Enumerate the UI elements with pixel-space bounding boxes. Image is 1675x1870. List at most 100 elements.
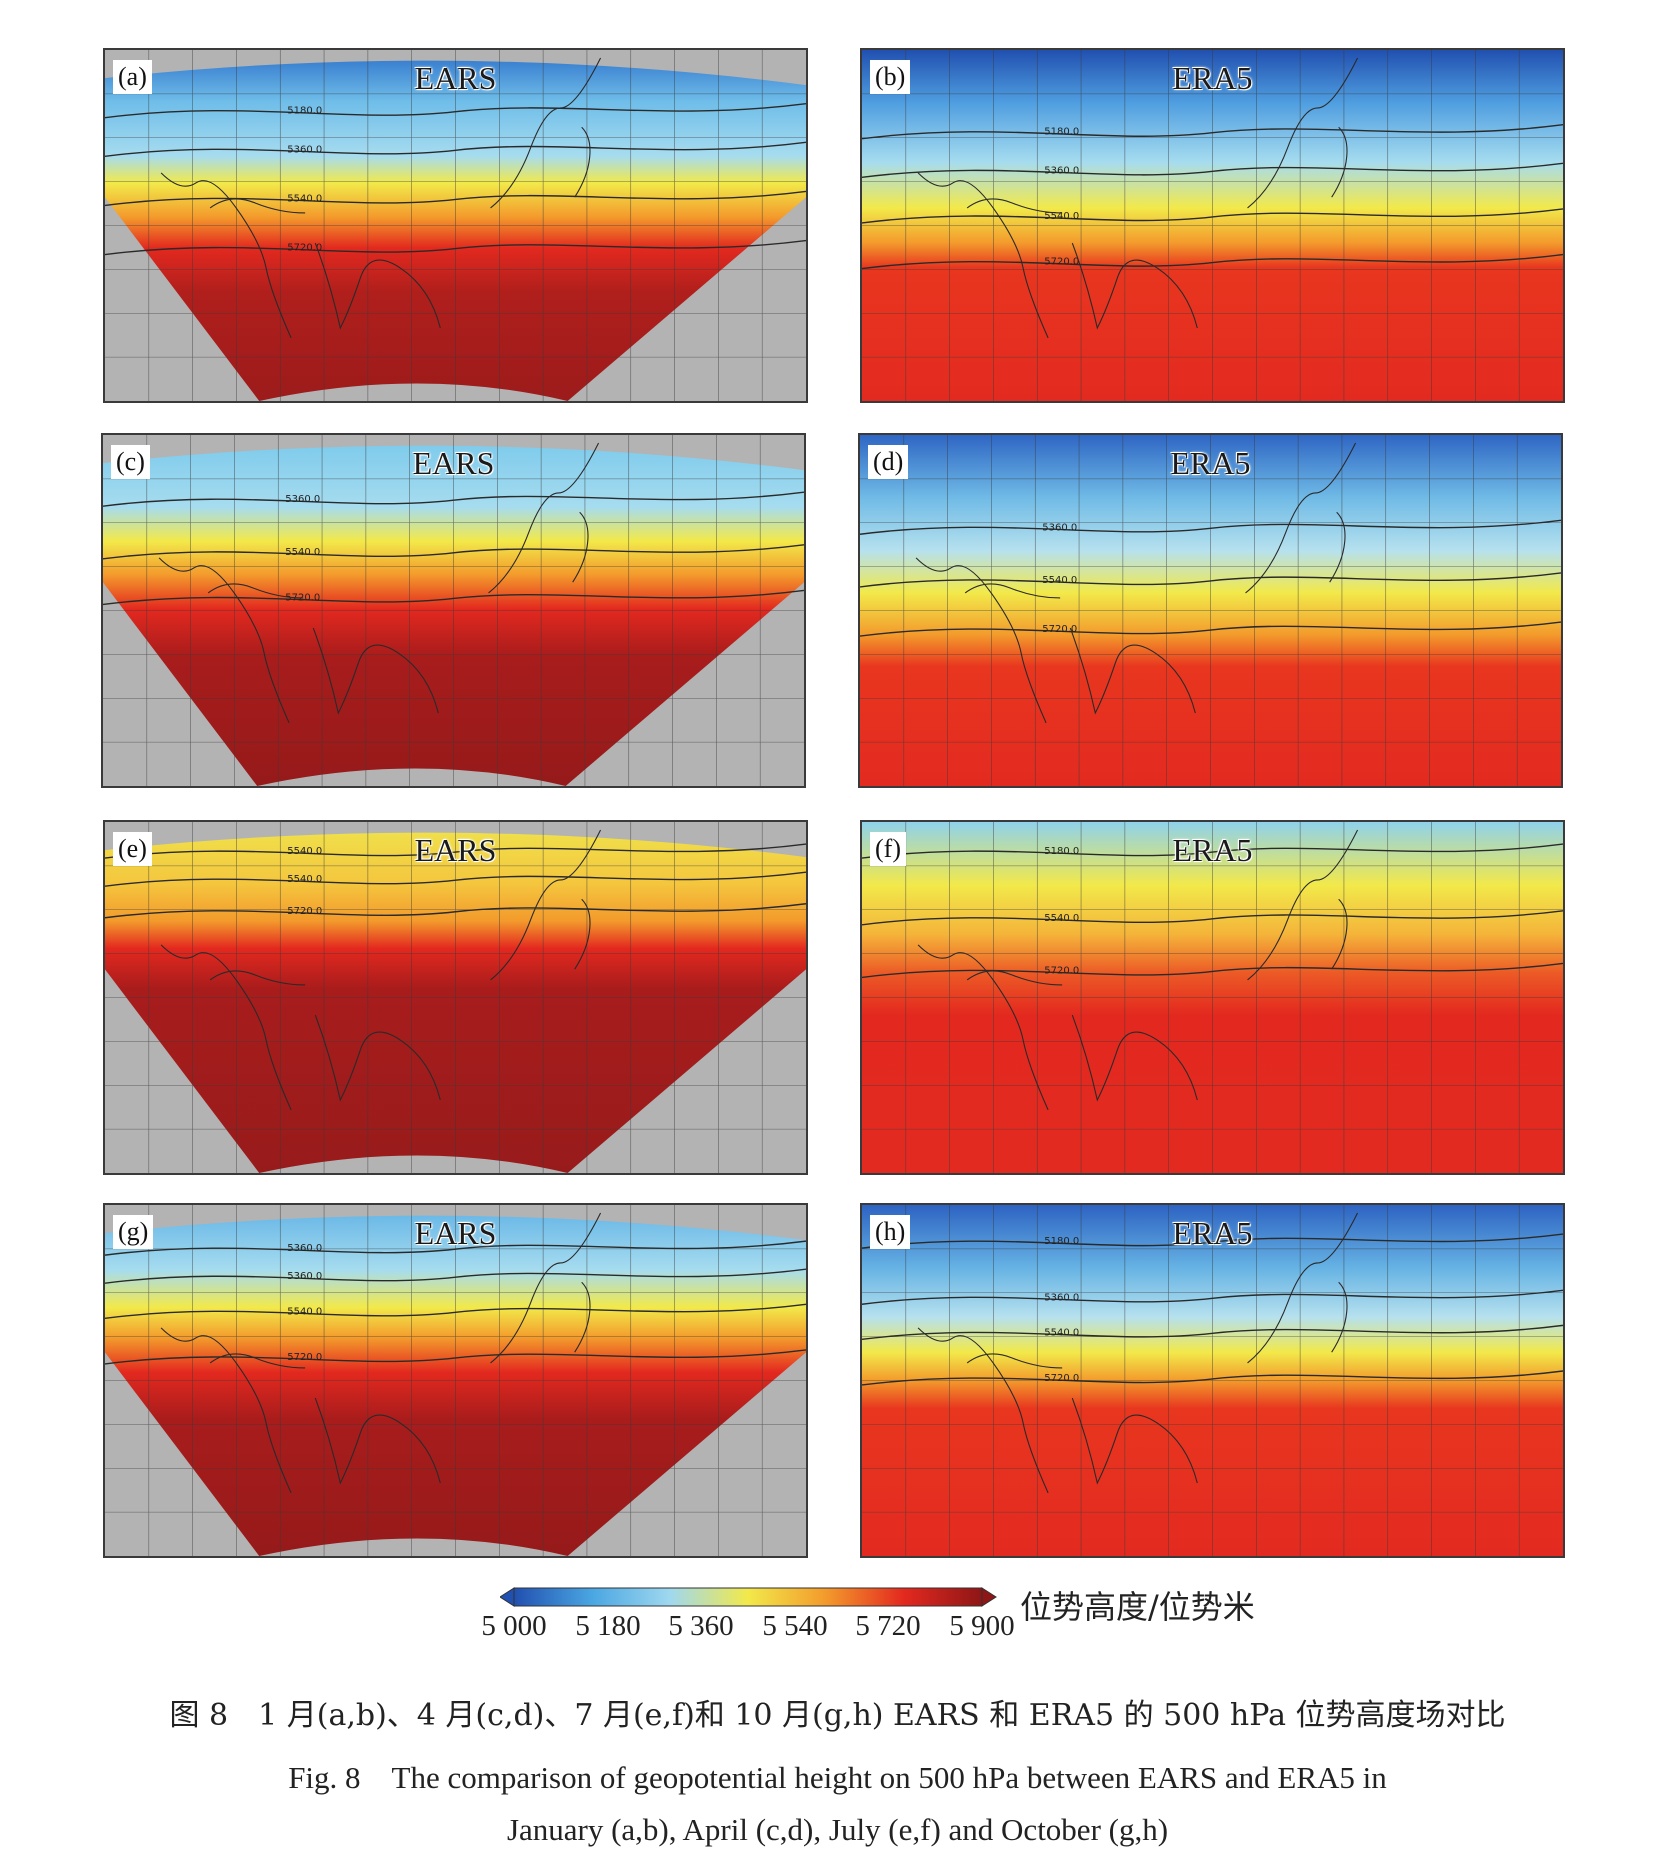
- graticule: [862, 50, 1563, 401]
- panel-label: (f): [870, 832, 906, 866]
- coastline: [160, 57, 602, 339]
- colorbar-tick: 5 900: [949, 1610, 1015, 1642]
- contour-label: 5720.0: [1044, 257, 1079, 268]
- contour-line: [103, 544, 804, 560]
- contour-label: 5360.0: [1042, 522, 1077, 533]
- contour-line: [103, 491, 804, 507]
- colorbar-tick: 5 000: [481, 1610, 547, 1642]
- panel-title: EARS: [414, 60, 497, 96]
- panel-title: ERA5: [1172, 60, 1253, 96]
- colorbar-tick: 5 360: [668, 1610, 734, 1642]
- contour-line: [862, 1370, 1563, 1386]
- colorbar-tick: 5 720: [855, 1610, 921, 1642]
- graticule: [860, 435, 1561, 786]
- contour-line: [105, 1349, 806, 1365]
- panel-label: (c): [111, 445, 150, 479]
- contour-label: 5360.0: [1044, 1292, 1079, 1303]
- graticule: [862, 822, 1563, 1173]
- map-panel-a: 5180.0 5360.0 5540.0 5720.0 (a) EARS: [103, 48, 808, 403]
- contour-label: 5540.0: [1042, 575, 1077, 586]
- panel-title: EARS: [412, 445, 495, 481]
- contour-label: 5360.0: [1044, 165, 1079, 176]
- colorbar-tick: 5 540: [762, 1610, 828, 1642]
- contour-line: [862, 124, 1563, 140]
- map-canvas: 5180.0 5360.0 5540.0 5720.0: [862, 50, 1563, 401]
- caption-en-line1: Fig. 8 The comparison of geopotential he…: [288, 1760, 1387, 1795]
- contour-line: [862, 843, 1563, 859]
- graticule: [105, 822, 806, 1173]
- contour-label: 5360.0: [287, 1243, 322, 1254]
- map-panel-c: 5360.0 5540.0 5720.0 (c) EARS: [101, 433, 806, 788]
- panel-title: EARS: [414, 1215, 497, 1251]
- panel-label: (g): [113, 1215, 154, 1249]
- contour-line: [105, 1240, 806, 1256]
- contour-label: 5540.0: [287, 193, 322, 204]
- map-panel-e: 5540.0 5540.0 5720.0 (e) EARS: [103, 820, 808, 1175]
- contour-line: [105, 102, 806, 119]
- contour-label: 5540.0: [1044, 1327, 1079, 1338]
- panel-title: ERA5: [1172, 832, 1253, 868]
- contour-line: [860, 621, 1561, 637]
- contour-label: 5360.0: [287, 1271, 322, 1282]
- panel-label: (b): [870, 60, 911, 94]
- map-panel-d: 5360.0 5540.0 5720.0 (d) ERA5: [858, 433, 1563, 788]
- panel-label: (a): [113, 60, 152, 94]
- map-panel-h: 5180.0 5360.0 5540.0 5720.0 (h) ERA5: [860, 1203, 1565, 1558]
- map-canvas: 5180.0 5360.0 5540.0 5720.0: [862, 1205, 1563, 1556]
- contour-line: [105, 1303, 806, 1319]
- map-canvas: 5180.0 5540.0 5720.0: [862, 822, 1563, 1173]
- panel-label: (d): [868, 445, 909, 479]
- coastline: [160, 1212, 602, 1494]
- contour-label: 5720.0: [1042, 624, 1077, 635]
- panel-title: EARS: [414, 832, 497, 868]
- contour-label: 5720.0: [1044, 965, 1079, 976]
- contour-line: [862, 1233, 1563, 1249]
- contour-label: 5540.0: [1044, 913, 1079, 924]
- map-canvas: 5360.0 5540.0 5720.0: [860, 435, 1561, 786]
- contour-line: [860, 572, 1561, 588]
- coastline: [158, 442, 600, 724]
- caption-cn: 图 8 1 月(a,b)、4 月(c,d)、7 月(e,f)和 10 月(g,h…: [169, 1698, 1506, 1733]
- map-panel-b: 5180.0 5360.0 5540.0 5720.0 (b) ERA5: [860, 48, 1565, 403]
- contour-label: 5540.0: [287, 874, 322, 885]
- contour-label: 5180.0: [1044, 1236, 1079, 1247]
- graticule: [103, 435, 804, 786]
- contour-label: 5720.0: [287, 906, 322, 917]
- contour-line: [862, 910, 1563, 926]
- map-canvas: 5360.0 5360.0 5540.0 5720.0: [105, 1205, 806, 1556]
- colorbar-unit-label: 位势高度/位势米: [1020, 1588, 1255, 1626]
- colorbar-tick: 5 180: [575, 1610, 641, 1642]
- contour-line: [103, 589, 804, 606]
- contour-label: 5720.0: [287, 243, 322, 254]
- map-canvas: 5540.0 5540.0 5720.0: [105, 822, 806, 1173]
- panel-title: ERA5: [1172, 1215, 1253, 1251]
- contour-label: 5540.0: [287, 1306, 322, 1317]
- coastline: [917, 829, 1359, 1111]
- contour-label: 5540.0: [287, 846, 322, 857]
- coastline: [917, 57, 1359, 339]
- contour-label: 5360.0: [287, 144, 322, 155]
- contour-line: [105, 871, 806, 887]
- contour-line: [105, 239, 806, 256]
- colorbar-tick-labels: 5 000 5 180 5 360 5 540 5 720 5 900: [481, 1610, 1020, 1650]
- colorbar-gradient: [500, 1587, 997, 1607]
- contour-label: 5180.0: [287, 106, 322, 117]
- map-panel-f: 5180.0 5540.0 5720.0 (f) ERA5: [860, 820, 1565, 1175]
- contour-line: [862, 1324, 1563, 1341]
- contour-line: [862, 208, 1563, 224]
- graticule: [862, 1205, 1563, 1556]
- contour-label: 5540.0: [285, 547, 320, 558]
- contour-label: 5360.0: [285, 494, 320, 505]
- caption-en-line2: January (a,b), April (c,d), July (e,f) a…: [506, 1812, 1169, 1847]
- contour-label: 5180.0: [1044, 127, 1079, 138]
- contour-label: 5540.0: [1044, 211, 1079, 222]
- map-panel-g: 5360.0 5360.0 5540.0 5720.0 (g) EARS: [103, 1203, 808, 1558]
- contour-line: [862, 1289, 1563, 1305]
- contour-line: [105, 843, 806, 859]
- contour-line: [862, 253, 1563, 270]
- coastline: [917, 1212, 1359, 1494]
- contour-label: 5180.0: [1044, 846, 1079, 857]
- contour-label: 5720.0: [287, 1352, 322, 1363]
- coastline: [915, 442, 1357, 724]
